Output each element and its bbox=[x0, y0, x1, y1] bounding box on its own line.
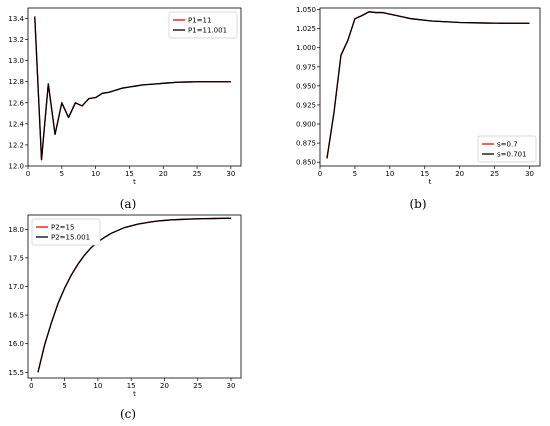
subfigure-caption: (a) bbox=[120, 197, 137, 211]
x-tick-label: 20 bbox=[160, 382, 169, 390]
y-tick-label: 12.8 bbox=[8, 78, 24, 86]
y-tick-label: 16.5 bbox=[8, 312, 24, 320]
x-axis-label: t bbox=[133, 390, 136, 398]
x-tick-label: 0 bbox=[29, 382, 33, 390]
x-tick-label: 10 bbox=[93, 382, 102, 390]
y-tick-label: 13.4 bbox=[8, 15, 24, 23]
y-tick-label: 1.050 bbox=[296, 6, 316, 14]
legend-entry: s=0.701 bbox=[497, 151, 527, 159]
x-tick-label: 15 bbox=[420, 170, 429, 178]
plot-frame bbox=[27, 7, 242, 167]
y-tick-label: 0.875 bbox=[296, 140, 316, 148]
x-axis-label: t bbox=[133, 178, 136, 186]
legend: P2=15 P2=15.001 bbox=[31, 218, 101, 246]
y-tick-label: 1.000 bbox=[296, 44, 316, 52]
y-tick-label: 0.850 bbox=[296, 159, 316, 167]
legend: s=0.7 s=0.701 bbox=[477, 135, 537, 163]
y-tick-label: 12.2 bbox=[8, 141, 24, 149]
legend-box bbox=[168, 11, 238, 39]
y-tick-label: 12.6 bbox=[8, 99, 24, 107]
legend-entry: P1=11.001 bbox=[188, 27, 227, 35]
chart-2: 0 5 10 15 20 25 30 15.5 16.0 16.5 17.0 17.5 18.0 t P2=… bbox=[8, 214, 242, 421]
series-line-1 bbox=[37, 217, 232, 373]
x-tick-label: 10 bbox=[91, 170, 100, 178]
x-tick-label: 0 bbox=[318, 170, 322, 178]
x-tick-label: 10 bbox=[385, 170, 394, 178]
x-tick-label: 0 bbox=[26, 170, 30, 178]
legend-box bbox=[477, 135, 537, 163]
chart-0: 0 5 10 15 20 25 30 12.0 12.2 12.4 12.6 12.8 13.0 13.2… bbox=[8, 7, 242, 211]
legend-box bbox=[31, 218, 101, 246]
x-tick-label: 30 bbox=[226, 170, 235, 178]
x-tick-label: 25 bbox=[490, 170, 499, 178]
legend-entry: P1=11 bbox=[188, 17, 211, 25]
subfigure-caption: (c) bbox=[120, 407, 136, 421]
y-tick-label: 12.0 bbox=[8, 163, 24, 171]
legend-entry: P2=15.001 bbox=[51, 234, 90, 242]
y-tick-label: 0.975 bbox=[296, 63, 316, 71]
subfigure-caption: (b) bbox=[409, 197, 426, 211]
x-tick-label: 20 bbox=[159, 170, 168, 178]
legend-entry: P2=15 bbox=[51, 224, 74, 232]
series-line-1 bbox=[326, 11, 530, 159]
x-tick-label: 15 bbox=[127, 382, 136, 390]
y-tick-label: 16.0 bbox=[8, 340, 24, 348]
x-tick-label: 25 bbox=[193, 170, 202, 178]
y-tick-label: 15.5 bbox=[8, 369, 24, 377]
x-tick-label: 5 bbox=[353, 170, 357, 178]
y-tick-label: 1.025 bbox=[296, 25, 316, 33]
y-tick-label: 13.2 bbox=[8, 36, 24, 44]
x-tick-label: 20 bbox=[455, 170, 464, 178]
y-tick-label: 0.900 bbox=[296, 121, 316, 129]
x-tick-label: 30 bbox=[227, 382, 236, 390]
y-tick-label: 0.950 bbox=[296, 82, 316, 90]
y-tick-label: 17.0 bbox=[8, 283, 24, 291]
y-tick-label: 17.5 bbox=[8, 254, 24, 262]
plot-frame bbox=[27, 214, 242, 379]
plot-frame bbox=[319, 7, 541, 167]
x-tick-label: 5 bbox=[62, 382, 66, 390]
x-tick-label: 25 bbox=[193, 382, 202, 390]
series-line-1 bbox=[34, 16, 231, 161]
y-tick-label: 12.4 bbox=[8, 120, 24, 128]
x-tick-label: 5 bbox=[60, 170, 64, 178]
x-tick-label: 15 bbox=[125, 170, 134, 178]
x-tick-label: 30 bbox=[525, 170, 534, 178]
y-tick-label: 0.925 bbox=[296, 101, 316, 109]
x-axis-label: t bbox=[429, 178, 432, 186]
chart-1: 0 5 10 15 20 25 30 0.850 0.875 0.900 0.925 0.950 0.9… bbox=[296, 6, 541, 211]
y-tick-label: 13.0 bbox=[8, 57, 24, 65]
legend: P1=11 P1=11.001 bbox=[168, 11, 238, 39]
legend-entry: s=0.7 bbox=[497, 141, 518, 149]
y-tick-label: 18.0 bbox=[8, 226, 24, 234]
